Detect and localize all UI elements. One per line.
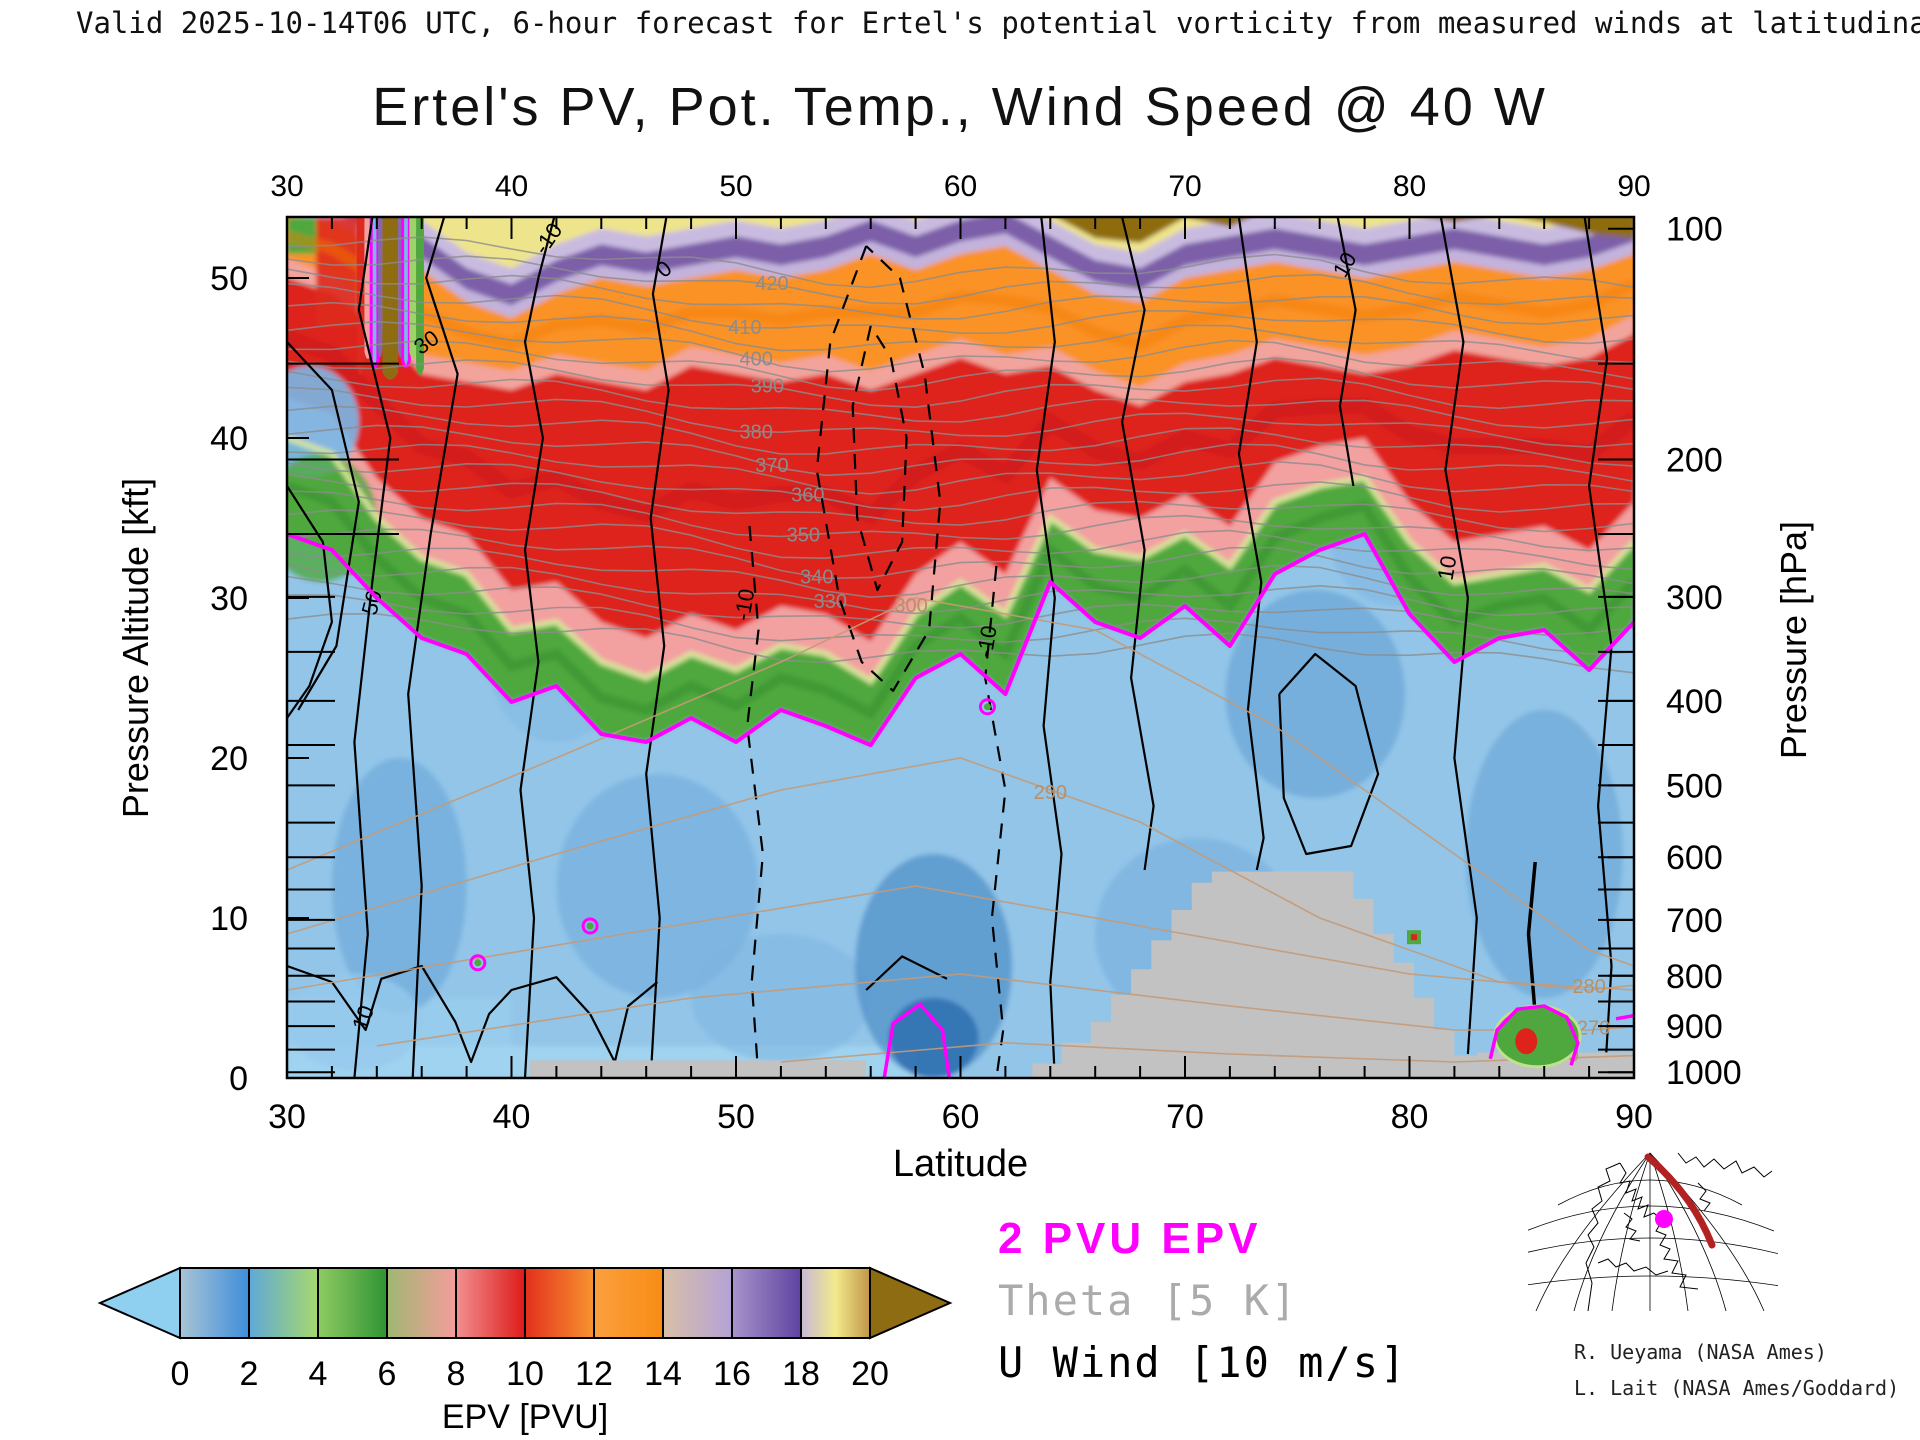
axes: 30 30 40 40 50 50 60 60 70 70 80 80 90 90 Latitude 0 10 2…: [115, 170, 1814, 1185]
credits: R. Ueyama (NASA Ames) L. Lait (NASA Ames…: [1574, 1334, 1899, 1406]
svg-text:300: 300: [1666, 579, 1723, 617]
svg-text:50: 50: [719, 170, 752, 203]
svg-text:80: 80: [1391, 1098, 1429, 1136]
svg-text:370: 370: [755, 455, 788, 477]
svg-text:330: 330: [814, 591, 847, 613]
svg-text:10: 10: [506, 1355, 544, 1393]
svg-text:EPV [PVU]: EPV [PVU]: [442, 1398, 608, 1436]
svg-text:-10: -10: [729, 587, 759, 623]
svg-text:1000: 1000: [1666, 1054, 1742, 1092]
svg-text:340: 340: [800, 567, 833, 589]
svg-text:0: 0: [229, 1060, 248, 1098]
map-inset: [1528, 1152, 1778, 1312]
colorbar: 0 2 4 6 8 10 12 14 16 18 20 EPV [PVU]: [97, 1266, 953, 1436]
svg-text:70: 70: [1168, 170, 1201, 203]
svg-text:80: 80: [1393, 170, 1426, 203]
svg-text:100: 100: [1666, 211, 1723, 249]
svg-text:410: 410: [728, 317, 761, 339]
validity-info-line: Valid 2025-10-14T06 UTC, 6-hour forecast…: [76, 6, 1920, 40]
svg-text:60: 60: [942, 1098, 980, 1136]
svg-text:600: 600: [1666, 839, 1723, 877]
svg-text:700: 700: [1666, 902, 1723, 940]
svg-text:300: 300: [894, 595, 927, 617]
svg-text:16: 16: [713, 1355, 751, 1393]
theta-lower-contours: 300290280270260: [287, 595, 1634, 1067]
svg-text:900: 900: [1666, 1008, 1723, 1046]
legend-uwind-line: U Wind [10 m/s]: [998, 1338, 1408, 1387]
svg-text:40: 40: [210, 420, 248, 458]
legend-theta-line: Theta [5 K]: [998, 1276, 1299, 1325]
svg-text:290: 290: [1034, 782, 1067, 804]
svg-text:10: 10: [1433, 554, 1462, 582]
svg-text:90: 90: [1617, 170, 1650, 203]
svg-text:-10: -10: [972, 624, 1002, 660]
svg-text:30: 30: [268, 1098, 306, 1136]
svg-text:40: 40: [495, 170, 528, 203]
svg-text:270: 270: [1577, 1017, 1610, 1039]
svg-text:20: 20: [210, 740, 248, 778]
svg-text:800: 800: [1666, 958, 1723, 996]
svg-text:30: 30: [270, 170, 303, 203]
credit-line-2: L. Lait (NASA Ames/Goddard): [1574, 1376, 1900, 1400]
plot-title: Ertel's PV, Pot. Temp., Wind Speed @ 40 …: [372, 77, 1548, 137]
svg-text:14: 14: [644, 1355, 682, 1393]
svg-text:400: 400: [740, 349, 773, 371]
svg-text:10: 10: [210, 900, 248, 938]
legend-epv-line: 2 PVU EPV: [998, 1214, 1262, 1263]
svg-text:6: 6: [378, 1355, 397, 1393]
svg-text:0: 0: [171, 1355, 190, 1393]
svg-text:Latitude: Latitude: [893, 1143, 1028, 1185]
svg-text:30: 30: [210, 580, 248, 618]
svg-text:18: 18: [782, 1355, 820, 1393]
svg-text:20: 20: [851, 1355, 889, 1393]
svg-text:Pressure [hPa]: Pressure [hPa]: [1773, 521, 1814, 759]
svg-text:60: 60: [944, 170, 977, 203]
svg-text:Pressure Altitude [kft]: Pressure Altitude [kft]: [115, 478, 156, 818]
svg-text:500: 500: [1666, 767, 1723, 805]
svg-text:40: 40: [493, 1098, 531, 1136]
svg-text:8: 8: [447, 1355, 466, 1393]
svg-text:280: 280: [1572, 976, 1605, 998]
svg-text:350: 350: [787, 524, 820, 546]
svg-text:50: 50: [717, 1098, 755, 1136]
svg-text:50: 50: [210, 260, 248, 298]
svg-text:70: 70: [1166, 1098, 1204, 1136]
svg-text:200: 200: [1666, 441, 1723, 479]
contour-legend: 2 PVU EPV Theta [5 K] U Wind [10 m/s]: [998, 1208, 1407, 1394]
svg-text:4: 4: [309, 1355, 328, 1393]
svg-text:400: 400: [1666, 683, 1723, 721]
pv2-contour: [287, 532, 1634, 1078]
svg-text:390: 390: [751, 376, 784, 398]
svg-text:90: 90: [1615, 1098, 1653, 1136]
credit-line-1: R. Ueyama (NASA Ames): [1574, 1340, 1827, 1364]
svg-text:12: 12: [575, 1355, 613, 1393]
svg-text:420: 420: [755, 273, 788, 295]
svg-text:2: 2: [240, 1355, 259, 1393]
svg-text:380: 380: [740, 421, 773, 443]
svg-text:360: 360: [791, 484, 824, 506]
